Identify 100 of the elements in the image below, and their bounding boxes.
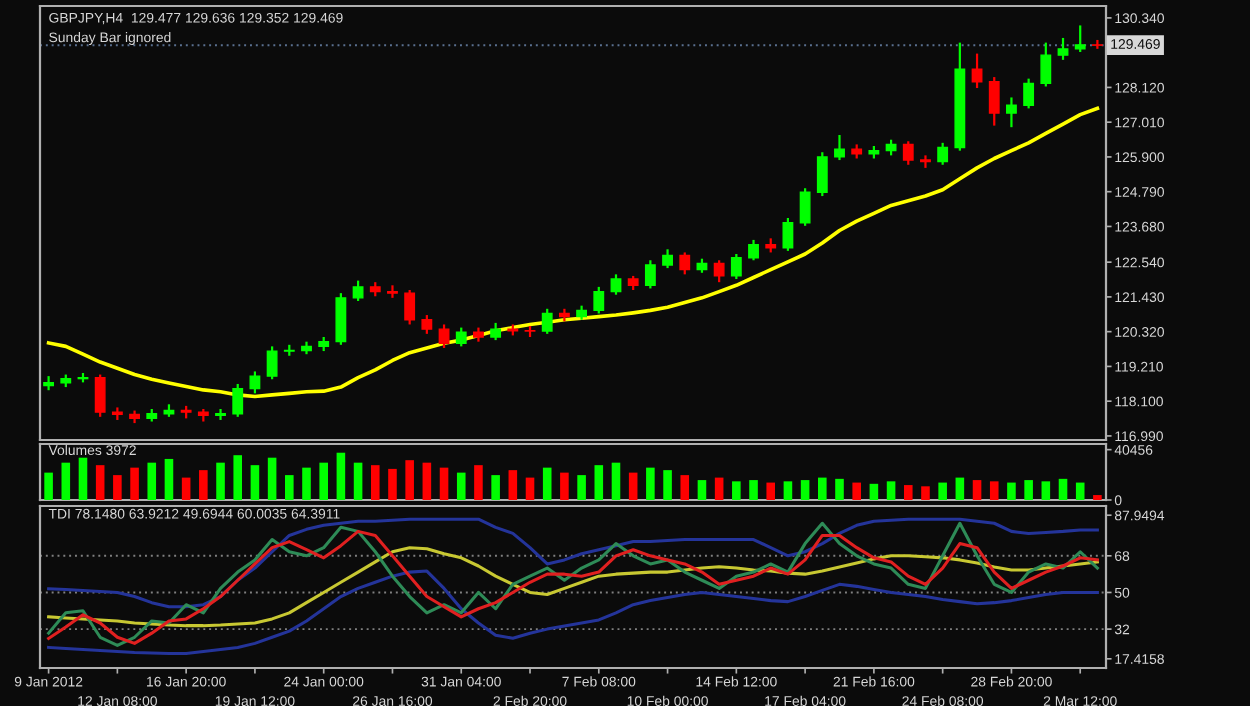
bar [405,460,414,500]
candlestick [249,370,261,395]
bar [594,465,604,500]
bar [130,467,139,500]
bar [818,477,827,500]
bar [388,468,397,500]
bar [456,472,466,500]
bar [732,481,741,500]
bar [903,485,913,500]
bar [869,483,879,500]
candlestick [266,345,278,381]
candlestick [438,323,450,350]
candlestick [1057,36,1069,61]
candlestick [748,238,759,262]
candlestick [816,151,828,198]
bar [577,475,586,500]
line-series [47,569,1099,656]
candlestick [679,251,691,276]
candlestick [799,187,811,227]
candlestick [94,373,106,418]
candlestick [920,154,931,169]
bar [1075,482,1085,500]
candlestick [782,216,794,252]
bar [921,486,930,500]
candlestick [387,284,398,299]
bar [1041,481,1051,500]
bar [955,477,965,500]
candlestick [1040,41,1052,88]
candlestick [404,288,416,326]
bar [199,470,208,500]
bar [336,452,346,500]
candlestick [232,382,244,418]
candlestick [988,75,1000,127]
bar [319,462,328,500]
bar [95,465,105,500]
bar [302,467,311,500]
bar [611,462,621,500]
candlestick [937,141,949,166]
bar [1058,478,1068,500]
candlestick [352,279,364,303]
candlestick [215,407,226,422]
line-series [47,546,1099,628]
bar [147,462,157,500]
candlestick [730,252,742,281]
bar [680,475,690,500]
candlestick [593,285,605,315]
candlestick [662,248,673,270]
bar [989,481,999,500]
bar [972,480,982,500]
bar [181,477,191,500]
bar [783,481,793,500]
candlestick [644,259,656,290]
candlestick [455,326,467,348]
candlestick [1074,24,1086,54]
bar [766,482,776,500]
candlestick [335,292,347,346]
candlestick [610,273,622,296]
bar [233,455,243,500]
bar [285,475,294,500]
bar [525,477,535,500]
candlestick [43,375,55,392]
bar [508,470,518,500]
candlestick [902,140,914,166]
bar [749,480,758,500]
bar [646,467,655,500]
bar [852,482,861,500]
bar [714,477,724,500]
bar [370,465,380,500]
candlestick [1023,77,1035,110]
bar [800,480,810,500]
candlestick [541,307,553,335]
candlestick [713,259,725,284]
bar [542,467,552,500]
bar [267,457,277,500]
bar [835,478,844,500]
bar [164,458,174,500]
bar [113,475,122,500]
bar [1007,482,1016,500]
bar [491,475,500,500]
bar [663,470,672,500]
line-series [47,517,1099,609]
bar [353,462,363,500]
bar [474,465,483,500]
bar [1024,480,1033,500]
bar [44,472,53,500]
bar [61,462,71,500]
bar [938,482,947,500]
bar [886,481,896,500]
candlestick [1006,96,1017,129]
bar [439,467,449,500]
bar [628,472,638,500]
bar [697,480,707,500]
bar [560,472,569,500]
candlestick [421,313,433,335]
candlestick [1091,38,1103,50]
bar [422,462,432,500]
candlestick [834,133,845,162]
bar [250,465,260,500]
bar [216,462,225,500]
bar [78,457,88,500]
